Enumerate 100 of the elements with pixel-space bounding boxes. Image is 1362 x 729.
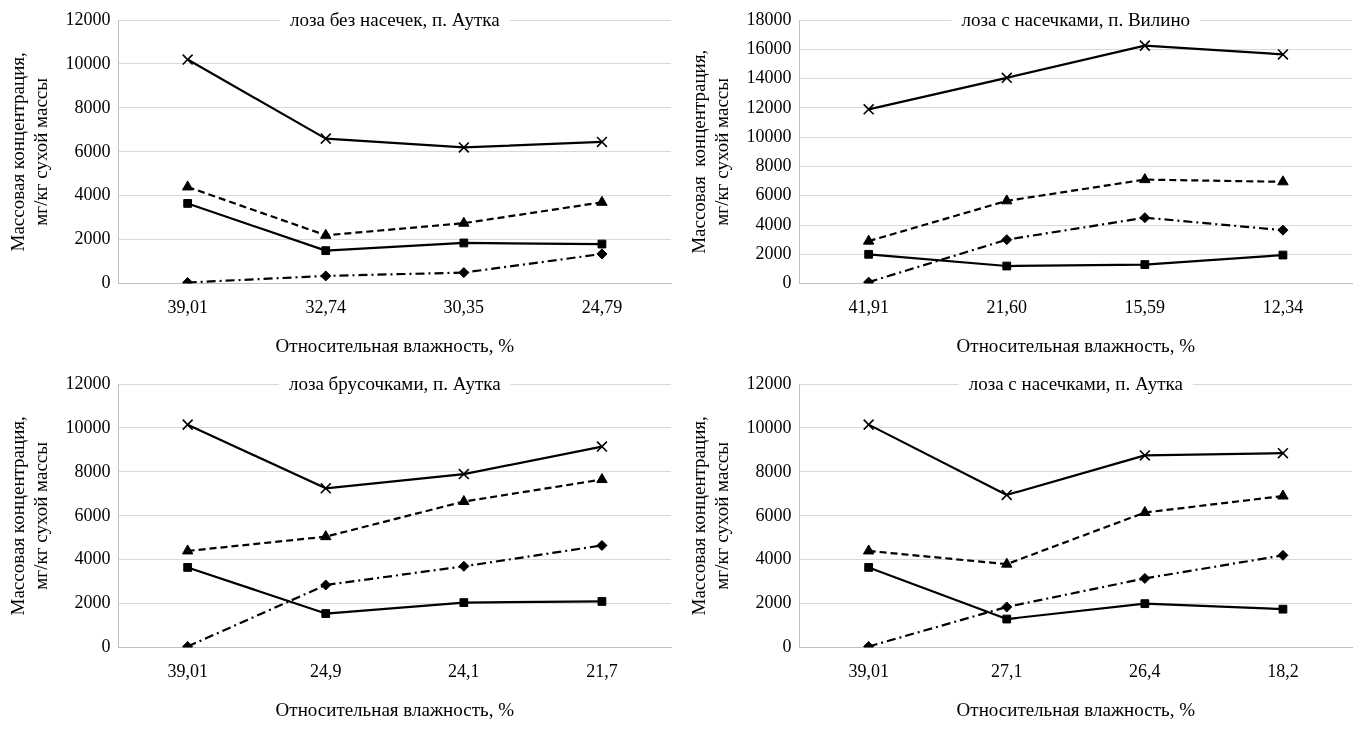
y-tick-label: 2000 <box>74 228 111 249</box>
y-tick-label: 10000 <box>65 416 111 437</box>
point <box>458 216 470 227</box>
x-tick-label: 15,59 <box>1124 297 1166 318</box>
y-axis-title: Массовая концентрация, мг/кг сухой массы <box>7 416 52 616</box>
y-tick-label: 14000 <box>746 67 792 88</box>
point <box>1278 604 1288 614</box>
x-tick-label: 21,60 <box>986 297 1027 318</box>
x-tick-label: 39,01 <box>167 297 208 318</box>
y-tick-label: 4000 <box>74 184 111 205</box>
chart-title: лоза без насечек, п. Аутка <box>290 8 501 30</box>
point <box>1001 234 1013 246</box>
x-tick-label: 30,35 <box>443 297 485 318</box>
x-tick-label: 39,01 <box>167 661 208 682</box>
point <box>320 270 332 282</box>
point <box>321 609 331 618</box>
x-axis-title: Относительная влажность, % <box>275 698 515 720</box>
x-axis-title: Относительная влажность, % <box>956 698 1196 720</box>
point <box>320 228 332 239</box>
y-axis-title: Массовая концентрация, мг/кг сухой массы <box>688 49 733 254</box>
y-tick-label: 4000 <box>755 213 792 234</box>
y-tick-label: 8000 <box>74 96 111 117</box>
point <box>864 249 874 259</box>
y-tick-label: 2000 <box>755 243 792 264</box>
point <box>320 132 332 145</box>
x-tick-label: 21,7 <box>586 661 618 682</box>
y-axis-title: Массовая концентрация, мг/кг сухой массы <box>7 52 52 252</box>
point <box>458 468 470 480</box>
point <box>596 539 608 551</box>
y-tick-label: 10000 <box>746 125 792 146</box>
y-tick-label: 6000 <box>755 504 792 525</box>
point <box>862 234 875 245</box>
point <box>1001 489 1013 501</box>
point <box>596 195 608 206</box>
x-axis-title: Относительная влажность, % <box>956 334 1196 356</box>
point <box>596 136 608 148</box>
x-tick-label: 18,2 <box>1267 661 1299 682</box>
point <box>1277 48 1289 61</box>
chart-title: лоза брусочками, п. Аутка <box>288 372 502 394</box>
point <box>1001 194 1013 205</box>
point <box>1277 175 1289 186</box>
x-tick-label: 41,91 <box>848 297 889 318</box>
point <box>459 238 469 248</box>
x-tick-label: 27,1 <box>991 661 1023 682</box>
point <box>1139 39 1151 52</box>
point <box>1140 260 1150 269</box>
point <box>181 53 194 66</box>
point <box>183 199 193 208</box>
point <box>1277 224 1289 236</box>
point <box>181 418 194 431</box>
x-tick-label: 32,74 <box>305 297 346 318</box>
y-axis-title: Массовая концентрация, мг/кг сухой массы <box>688 416 733 616</box>
y-tick-label: 8000 <box>74 460 111 481</box>
y-tick-label: 8000 <box>755 155 792 176</box>
y-tick-label: 16000 <box>746 38 792 59</box>
point <box>1139 212 1151 224</box>
point <box>320 530 332 541</box>
y-tick-label: 18000 <box>746 8 792 29</box>
point <box>320 579 332 591</box>
y-tick-label: 10000 <box>746 416 792 437</box>
point <box>458 267 470 279</box>
point <box>1001 601 1013 613</box>
point <box>1139 506 1151 517</box>
y-tick-label: 12000 <box>65 8 111 29</box>
y-tick-label: 0 <box>101 272 111 293</box>
point <box>458 495 470 506</box>
y-tick-label: 12000 <box>65 372 111 393</box>
x-tick-label: 12,34 <box>1262 297 1304 318</box>
point <box>596 440 608 453</box>
point <box>458 141 470 154</box>
chart-title: лоза с насечками, п. Аутка <box>968 372 1184 394</box>
point <box>1002 614 1012 624</box>
x-tick-label: 24,1 <box>448 661 480 682</box>
x-tick-label: 39,01 <box>848 661 889 682</box>
point <box>181 180 194 191</box>
point <box>320 482 332 495</box>
point <box>1277 489 1289 500</box>
y-tick-label: 2000 <box>74 592 111 613</box>
point <box>1277 447 1289 459</box>
point <box>321 246 331 256</box>
chart-title: лоза с насечками, п. Вилино <box>961 8 1191 30</box>
point <box>1139 449 1151 462</box>
y-tick-label: 4000 <box>755 548 792 569</box>
point <box>596 473 608 484</box>
point <box>597 239 607 249</box>
y-tick-label: 8000 <box>755 460 792 481</box>
y-tick-label: 0 <box>782 272 792 293</box>
y-tick-label: 0 <box>782 636 792 657</box>
point <box>1139 572 1151 584</box>
y-tick-label: 12000 <box>746 372 792 393</box>
y-tick-label: 0 <box>101 636 111 657</box>
point <box>183 563 193 572</box>
y-tick-label: 2000 <box>755 592 792 613</box>
x-tick-label: 24,79 <box>581 297 623 318</box>
point <box>862 418 875 431</box>
y-tick-label: 10000 <box>65 52 111 73</box>
point <box>458 560 470 572</box>
y-tick-label: 6000 <box>755 184 792 205</box>
y-tick-label: 6000 <box>74 140 111 161</box>
point <box>1001 557 1013 568</box>
